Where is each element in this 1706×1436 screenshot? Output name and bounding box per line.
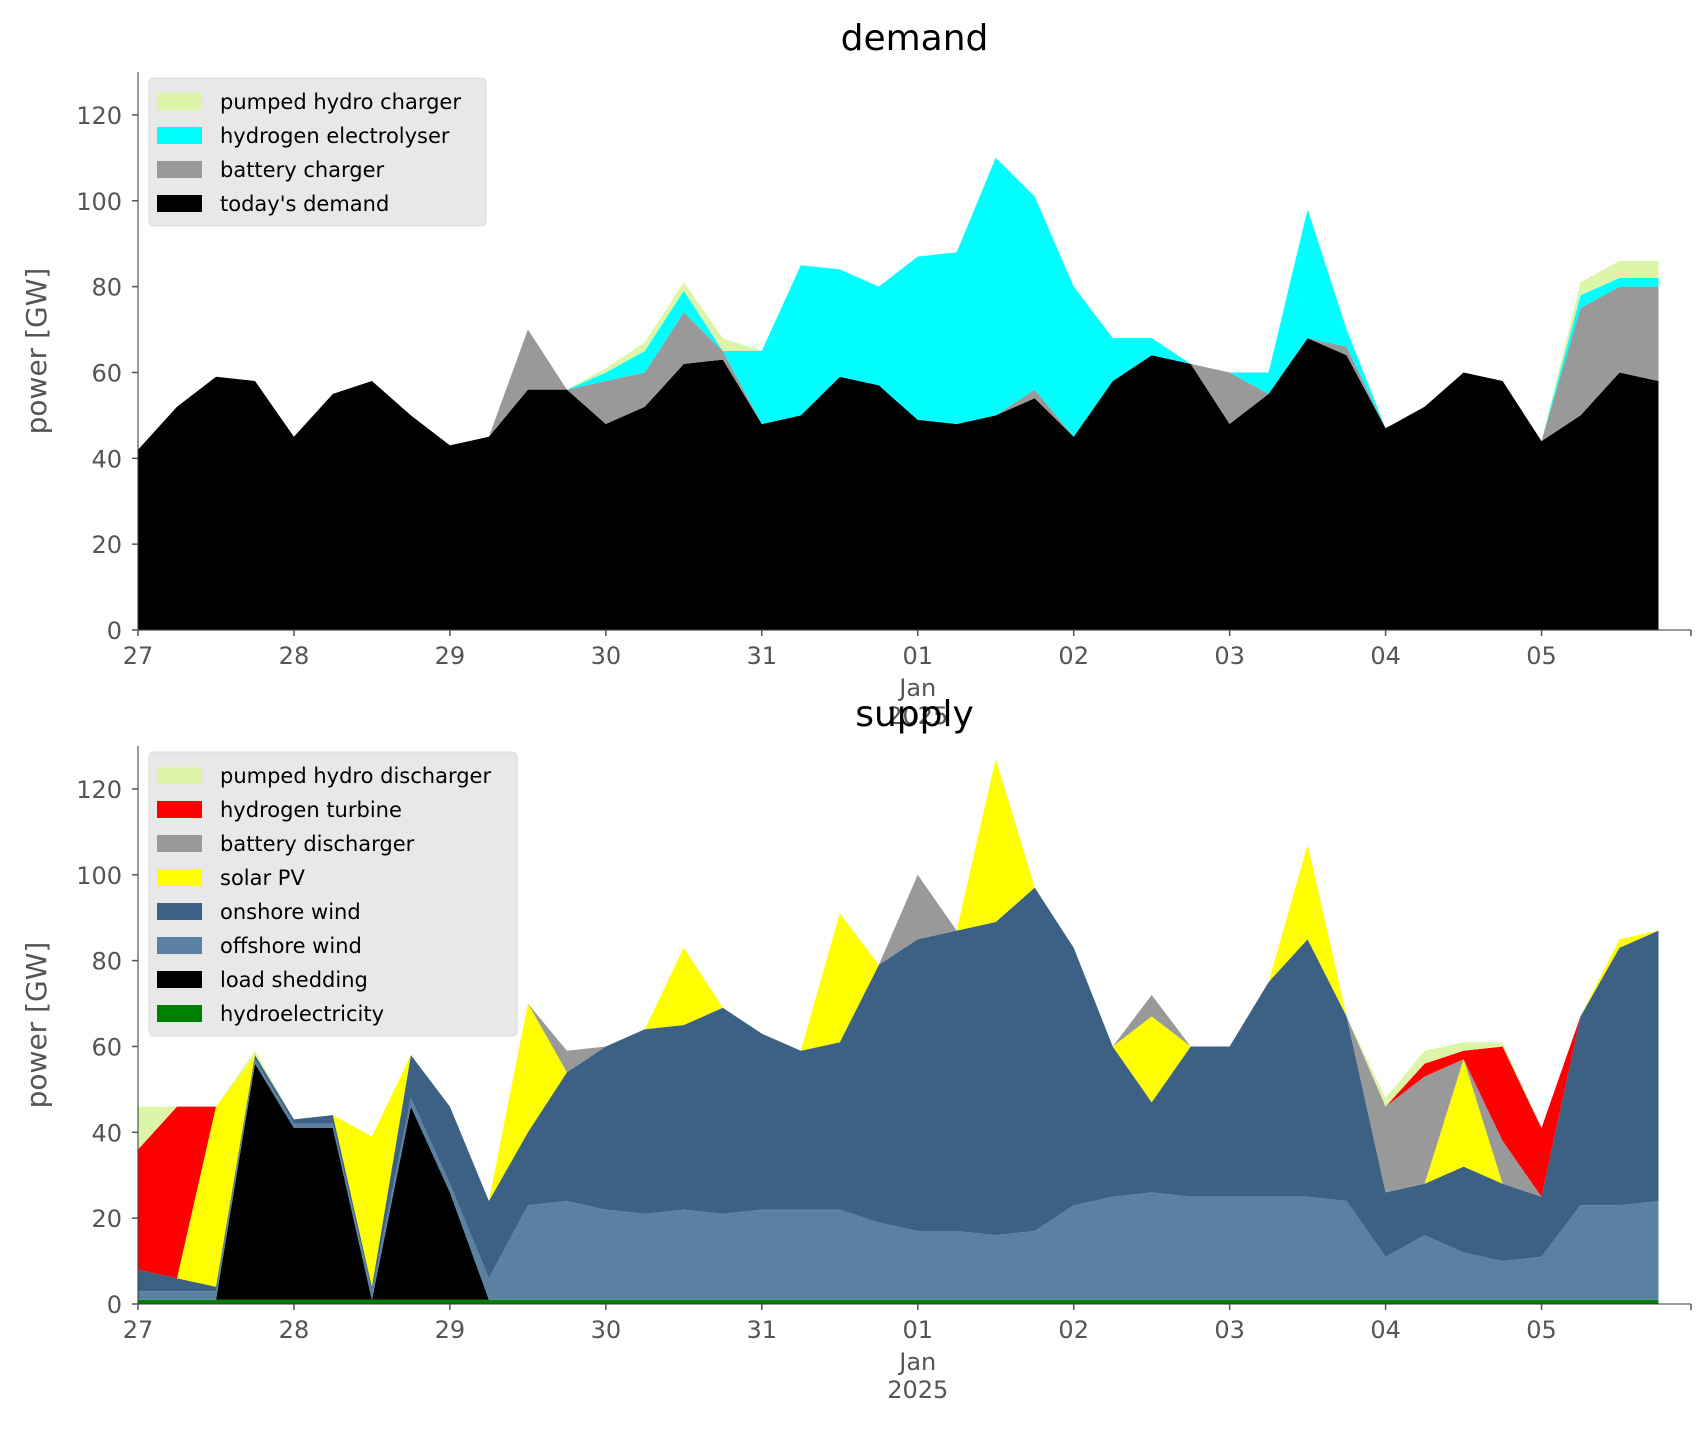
x-tick-label: 30 <box>591 1316 622 1344</box>
legend-item-label: battery discharger <box>220 832 415 856</box>
x-tick-label: 02 <box>1058 1316 1089 1344</box>
legend-item-label: today's demand <box>220 192 389 216</box>
y-tick-label: 100 <box>76 862 122 890</box>
legend-box <box>148 751 518 1037</box>
y-tick-label: 0 <box>107 617 122 645</box>
x-tick-label: 29 <box>435 1316 466 1344</box>
y-tick-label: 120 <box>76 102 122 130</box>
legend-swatch <box>157 93 202 110</box>
area-today-s-demand <box>138 338 1659 630</box>
legend: pumped hydro discharger hydrogen turbine b… <box>148 751 518 1037</box>
legend-swatch <box>157 869 202 886</box>
x-tick-label: 04 <box>1370 642 1401 670</box>
legend-item-label: hydrogen turbine <box>220 798 402 822</box>
y-tick-label: 20 <box>91 531 122 559</box>
x-tick-month-label: Jan <box>897 674 936 702</box>
x-tick-label: 03 <box>1214 1316 1245 1344</box>
legend-item-label: pumped hydro discharger <box>220 764 491 788</box>
x-tick-label: 02 <box>1058 642 1089 670</box>
chart-title: supply <box>855 694 974 735</box>
x-tick-label: 28 <box>279 1316 310 1344</box>
legend-box <box>148 77 487 227</box>
area-hydrogen-electrolyser <box>138 157 1659 450</box>
legend-swatch <box>157 835 202 852</box>
legend-swatch <box>157 971 202 988</box>
legend-item-label: solar PV <box>220 866 305 890</box>
legend-item-label: hydroelectricity <box>220 1002 384 1026</box>
legend-item-label: pumped hydro charger <box>220 90 461 114</box>
x-tick-month-label: Jan <box>897 1348 936 1376</box>
x-tick-year-label: 2025 <box>887 1376 948 1404</box>
y-tick-label: 100 <box>76 188 122 216</box>
y-tick-label: 80 <box>91 274 122 302</box>
y-tick-label: 60 <box>91 359 122 387</box>
y-tick-label: 60 <box>91 1033 122 1061</box>
x-tick-label: 31 <box>747 642 778 670</box>
chart-title: demand <box>841 18 989 59</box>
x-tick-label: 31 <box>747 1316 778 1344</box>
y-tick-label: 80 <box>91 948 122 976</box>
legend: pumped hydro charger hydrogen electrolyse… <box>148 77 487 227</box>
legend-swatch <box>157 195 202 212</box>
y-axis-label: power [GW] <box>20 268 53 435</box>
legend-item-label: hydrogen electrolyser <box>220 124 450 148</box>
legend-swatch <box>157 767 202 784</box>
y-tick-label: 0 <box>107 1291 122 1319</box>
x-tick-label: 01 <box>902 1316 933 1344</box>
x-tick-label: 05 <box>1526 642 1557 670</box>
area-load-shedding <box>138 1063 1659 1300</box>
legend-item-label: offshore wind <box>220 934 362 958</box>
y-tick-label: 20 <box>91 1205 122 1233</box>
legend-swatch <box>157 161 202 178</box>
x-tick-label: 30 <box>591 642 622 670</box>
y-tick-label: 40 <box>91 445 122 473</box>
legend-swatch <box>157 801 202 818</box>
x-tick-label: 03 <box>1214 642 1245 670</box>
legend-swatch <box>157 937 202 954</box>
legend-swatch <box>157 127 202 144</box>
legend-item-label: battery charger <box>220 158 385 182</box>
x-tick-label: 04 <box>1370 1316 1401 1344</box>
area-offshore-wind <box>138 1059 1659 1300</box>
legend-swatch <box>157 903 202 920</box>
legend-item-label: load shedding <box>220 968 368 992</box>
y-tick-label: 40 <box>91 1119 122 1147</box>
x-tick-label: 05 <box>1526 1316 1557 1344</box>
x-tick-label: 27 <box>123 642 154 670</box>
x-tick-year-label: 2025 <box>887 702 948 730</box>
area-onshore-wind <box>138 887 1659 1292</box>
x-tick-label: 28 <box>279 642 310 670</box>
legend-swatch <box>157 1005 202 1022</box>
x-tick-label: 27 <box>123 1316 154 1344</box>
area-battery-charger <box>138 286 1659 450</box>
x-tick-label: 29 <box>435 642 466 670</box>
x-tick-label: 01 <box>902 642 933 670</box>
y-axis-label: power [GW] <box>20 942 53 1109</box>
legend-item-label: onshore wind <box>220 900 361 924</box>
y-tick-label: 120 <box>76 776 122 804</box>
area-hydroelectricity <box>138 1299 1659 1304</box>
